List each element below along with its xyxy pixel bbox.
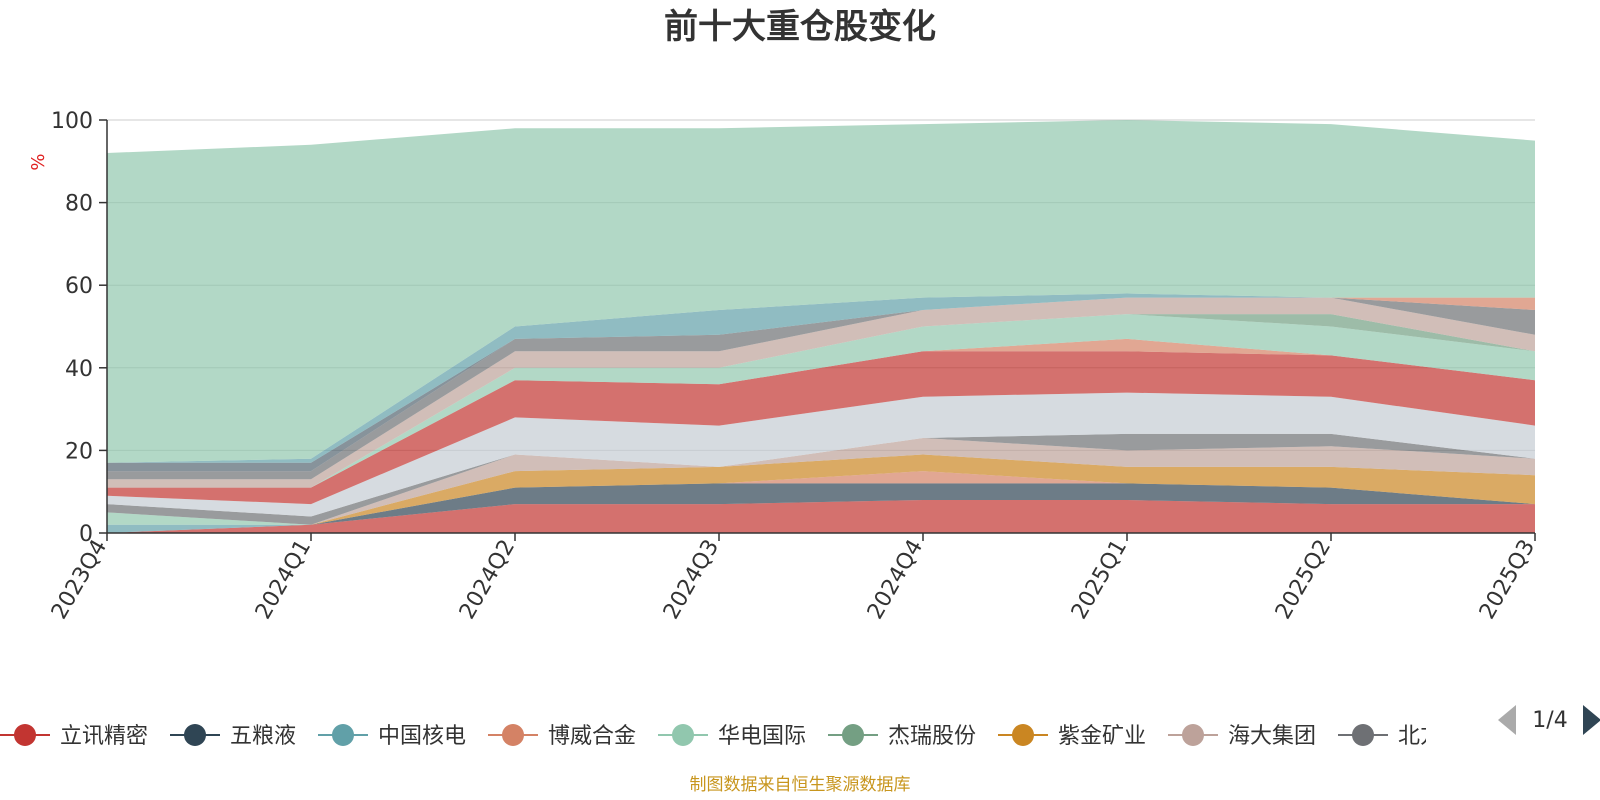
legend-marker-icon bbox=[1012, 724, 1034, 746]
legend-marker-icon bbox=[502, 724, 524, 746]
legend-label: 杰瑞股份 bbox=[888, 724, 976, 749]
area-series-8[interactable] bbox=[107, 438, 1535, 525]
legend-marker-icon bbox=[842, 724, 864, 746]
y-axis-tick-labels: 0 20 40 60 80 100 bbox=[51, 109, 93, 547]
area-series-13[interactable] bbox=[107, 314, 1535, 488]
legend-page-indicator: 1/4 bbox=[1532, 708, 1567, 733]
legend-pager: 1/4 bbox=[1498, 705, 1600, 735]
legend-item[interactable]: 北方 bbox=[1338, 717, 1486, 753]
legend-label: 华电国际 bbox=[718, 724, 806, 749]
area-series-2[interactable] bbox=[107, 483, 1535, 533]
legend-label: 五粮液 bbox=[230, 724, 296, 749]
x-tick-label: 2024Q1 bbox=[251, 536, 316, 624]
legend-item[interactable]: 杰瑞股份 bbox=[828, 724, 976, 749]
legend-item[interactable]: 紫金矿业 bbox=[998, 724, 1146, 749]
x-tick-label: 2024Q3 bbox=[659, 536, 724, 624]
legend-clip-mask bbox=[1426, 717, 1486, 753]
legend: 立讯精密 五粮液 中国核电 博威合金 华电国际 杰瑞股份 紫金矿业 海大集团 北方 bbox=[0, 717, 1486, 753]
legend-item[interactable]: 海大集团 bbox=[1168, 724, 1316, 749]
area-series-9[interactable] bbox=[107, 433, 1535, 525]
area-series-7[interactable] bbox=[107, 454, 1535, 525]
legend-marker-icon bbox=[672, 724, 694, 746]
y-tick-label: 40 bbox=[65, 357, 93, 382]
y-tick-label: 20 bbox=[65, 439, 93, 464]
area-series-1[interactable] bbox=[107, 500, 1535, 533]
x-tick-label: 2024Q4 bbox=[863, 536, 928, 624]
x-tick-label: 2025Q1 bbox=[1067, 536, 1132, 624]
legend-label: 中国核电 bbox=[378, 724, 466, 749]
y-tick-label: 60 bbox=[65, 274, 93, 299]
legend-marker-icon bbox=[14, 724, 36, 746]
data-source-footer: 制图数据来自恒生聚源数据库 bbox=[690, 775, 911, 795]
legend-item[interactable]: 中国核电 bbox=[318, 724, 466, 749]
legend-label: 博威合金 bbox=[548, 724, 636, 749]
axes bbox=[99, 119, 1536, 541]
legend-label: 立讯精密 bbox=[60, 724, 148, 749]
legend-item[interactable]: 立讯精密 bbox=[0, 724, 148, 749]
legend-label: 海大集团 bbox=[1228, 724, 1316, 749]
x-axis-tick-labels: 2023Q4 2024Q1 2024Q2 2024Q3 2024Q4 2025Q1 2025… bbox=[47, 536, 1540, 624]
legend-marker-icon bbox=[1352, 724, 1374, 746]
y-axis-unit: % bbox=[28, 153, 49, 170]
legend-item[interactable]: 五粮液 bbox=[170, 724, 296, 749]
x-tick-label: 2025Q2 bbox=[1271, 536, 1336, 624]
legend-marker-icon bbox=[332, 724, 354, 746]
legend-marker-icon bbox=[184, 724, 206, 746]
y-tick-label: 0 bbox=[79, 522, 93, 547]
chart-title: 前十大重仓股变化 bbox=[664, 7, 936, 47]
x-tick-label: 2023Q4 bbox=[47, 536, 112, 624]
legend-label: 紫金矿业 bbox=[1058, 724, 1146, 749]
legend-next-page-icon[interactable] bbox=[1583, 705, 1600, 735]
legend-marker-icon bbox=[1182, 724, 1204, 746]
y-tick-label: 100 bbox=[51, 109, 93, 134]
area-series-group bbox=[107, 120, 1535, 533]
legend-item[interactable]: 博威合金 bbox=[488, 724, 636, 749]
x-tick-label: 2025Q3 bbox=[1475, 536, 1540, 624]
area-series-4[interactable] bbox=[107, 471, 1535, 525]
area-series-11[interactable] bbox=[107, 351, 1535, 505]
legend-prev-page-icon[interactable] bbox=[1498, 705, 1516, 735]
legend-item[interactable]: 华电国际 bbox=[658, 724, 806, 749]
y-tick-label: 80 bbox=[65, 192, 93, 217]
area-series-16[interactable] bbox=[107, 297, 1535, 488]
area-series-14[interactable] bbox=[107, 314, 1535, 488]
area-series-10[interactable] bbox=[107, 392, 1535, 517]
x-tick-label: 2024Q2 bbox=[455, 536, 520, 624]
area-series-21[interactable] bbox=[107, 120, 1535, 463]
